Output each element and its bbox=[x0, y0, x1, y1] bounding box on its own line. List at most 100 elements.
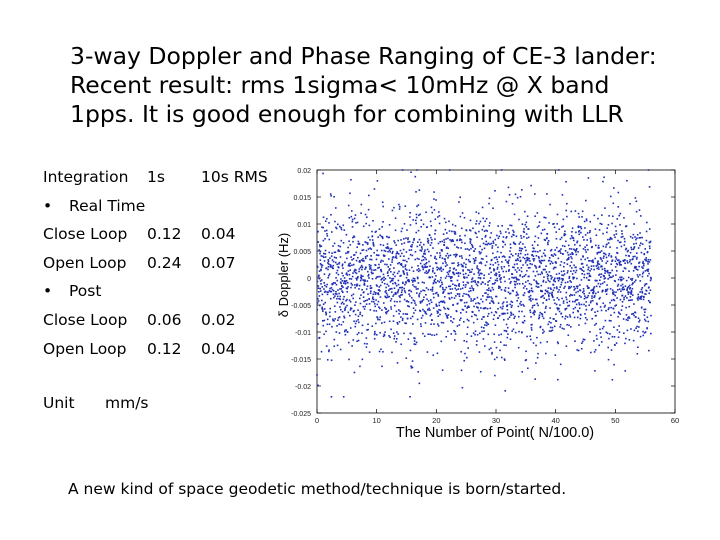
data-point bbox=[360, 276, 363, 278]
data-point bbox=[430, 236, 432, 239]
data-point bbox=[624, 248, 627, 251]
data-point bbox=[325, 286, 328, 288]
data-point bbox=[571, 257, 573, 260]
data-point bbox=[548, 271, 551, 273]
data-point bbox=[556, 223, 558, 225]
data-point bbox=[410, 171, 412, 174]
data-point bbox=[521, 223, 524, 226]
data-point bbox=[636, 325, 638, 328]
data-point bbox=[324, 230, 326, 232]
data-point bbox=[436, 269, 439, 271]
data-point bbox=[425, 211, 427, 214]
data-point bbox=[578, 295, 581, 297]
data-point bbox=[618, 214, 621, 217]
data-point bbox=[544, 255, 547, 257]
data-point bbox=[591, 317, 594, 320]
data-point bbox=[369, 239, 371, 241]
data-point bbox=[501, 255, 504, 258]
data-point bbox=[585, 199, 587, 202]
data-point bbox=[387, 289, 390, 292]
data-point bbox=[552, 223, 554, 225]
data-point bbox=[649, 301, 651, 304]
data-point bbox=[441, 281, 443, 284]
data-point bbox=[636, 256, 638, 259]
data-point bbox=[502, 236, 505, 238]
data-point bbox=[414, 309, 417, 312]
data-point bbox=[320, 255, 323, 257]
data-point bbox=[510, 314, 512, 316]
data-point bbox=[341, 290, 343, 292]
data-point bbox=[361, 324, 364, 327]
data-point bbox=[399, 275, 401, 277]
data-point bbox=[409, 216, 411, 218]
data-point bbox=[369, 309, 372, 311]
data-point bbox=[599, 279, 601, 282]
data-point bbox=[348, 358, 350, 361]
data-point bbox=[605, 262, 607, 264]
data-point bbox=[393, 267, 395, 269]
data-point bbox=[543, 297, 546, 299]
data-point bbox=[586, 296, 589, 299]
data-point bbox=[601, 214, 603, 216]
data-point bbox=[611, 289, 614, 291]
data-point bbox=[548, 222, 550, 224]
data-point bbox=[608, 252, 611, 255]
data-point bbox=[536, 356, 539, 359]
data-point bbox=[549, 262, 552, 265]
data-point bbox=[387, 247, 390, 249]
data-point bbox=[577, 290, 579, 293]
data-point bbox=[356, 221, 359, 224]
data-point bbox=[617, 283, 620, 286]
data-point bbox=[362, 257, 364, 260]
data-point bbox=[434, 278, 437, 281]
data-point bbox=[595, 265, 598, 267]
data-point bbox=[524, 223, 527, 226]
data-point bbox=[462, 264, 464, 267]
data-point bbox=[574, 251, 577, 253]
data-point bbox=[524, 359, 527, 362]
data-point bbox=[339, 245, 342, 248]
data-point bbox=[575, 266, 577, 269]
data-point bbox=[404, 265, 406, 268]
data-point bbox=[367, 323, 369, 326]
data-point bbox=[528, 282, 531, 285]
data-point bbox=[573, 289, 576, 291]
data-point bbox=[394, 229, 397, 232]
data-point bbox=[559, 363, 562, 366]
data-point bbox=[603, 252, 606, 255]
data-point bbox=[547, 323, 549, 326]
data-point bbox=[610, 276, 613, 279]
data-point bbox=[416, 257, 419, 260]
data-point bbox=[432, 296, 435, 299]
data-point bbox=[461, 241, 463, 244]
data-point bbox=[518, 249, 521, 252]
data-point bbox=[447, 257, 449, 259]
data-point bbox=[343, 229, 346, 231]
data-point bbox=[410, 290, 413, 293]
data-point bbox=[424, 265, 427, 268]
data-point bbox=[535, 254, 538, 257]
data-point bbox=[428, 260, 430, 263]
data-point bbox=[629, 299, 632, 301]
data-point bbox=[630, 248, 633, 251]
data-point bbox=[338, 261, 341, 264]
data-point bbox=[566, 215, 568, 218]
data-point bbox=[498, 274, 501, 276]
data-point bbox=[622, 286, 625, 288]
data-point bbox=[376, 276, 378, 278]
data-point bbox=[579, 267, 581, 270]
data-point bbox=[549, 307, 551, 309]
data-point bbox=[417, 371, 419, 373]
data-point bbox=[489, 243, 491, 246]
data-point bbox=[523, 305, 525, 307]
footer-text: A new kind of space geodetic method/tech… bbox=[68, 480, 567, 498]
data-point bbox=[376, 316, 378, 318]
data-point bbox=[535, 267, 538, 269]
data-point bbox=[334, 295, 336, 297]
data-point bbox=[556, 277, 559, 280]
data-point bbox=[576, 240, 579, 243]
data-point bbox=[368, 351, 371, 353]
data-point bbox=[584, 322, 587, 325]
data-point bbox=[615, 258, 618, 260]
data-point bbox=[553, 299, 555, 301]
